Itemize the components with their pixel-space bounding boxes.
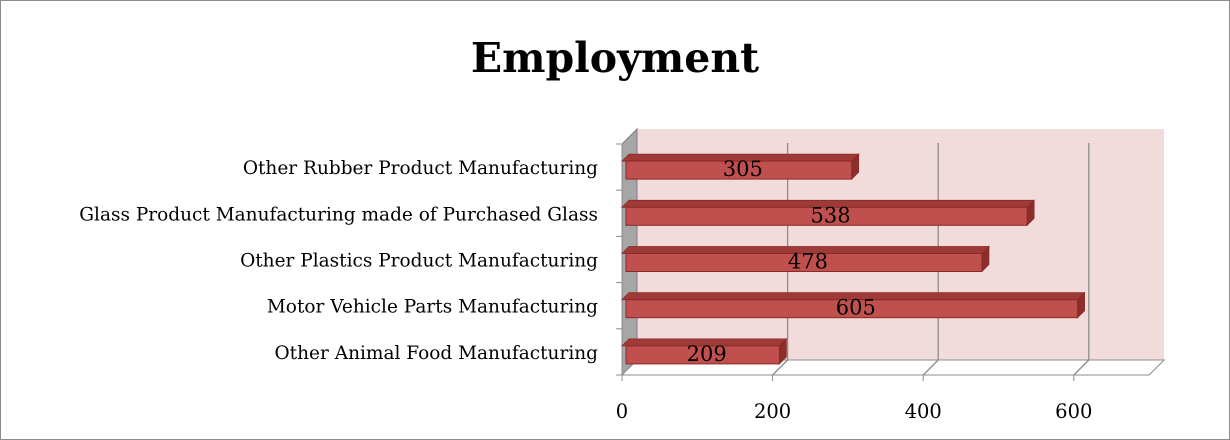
data-label: 209 [687, 342, 727, 366]
x-tick-label: 400 [905, 400, 942, 423]
bar [625, 206, 1028, 226]
category-label: Other Rubber Product Manufacturing [243, 158, 598, 179]
data-label: 605 [836, 296, 876, 320]
bar [625, 299, 1079, 319]
data-label: 538 [811, 203, 851, 227]
x-tick-label: 600 [1055, 400, 1092, 423]
bar [625, 345, 780, 365]
category-label: Other Animal Food Manufacturing [275, 343, 599, 364]
category-label: Other Plastics Product Manufacturing [240, 251, 598, 272]
gridline-floor [772, 359, 789, 376]
category-label: Motor Vehicle Parts Manufacturing [267, 297, 598, 318]
gridline-floor [1073, 359, 1090, 376]
bar [625, 253, 983, 272]
gridline-floor [922, 359, 939, 376]
bar [625, 160, 853, 180]
data-label: 305 [723, 157, 763, 181]
category-label: Glass Product Manufacturing made of Purc… [79, 204, 598, 225]
chart-title: Employment [470, 34, 760, 82]
data-label: 478 [788, 250, 828, 274]
x-tick-label: 200 [754, 400, 791, 423]
x-tick-label: 0 [616, 400, 628, 423]
